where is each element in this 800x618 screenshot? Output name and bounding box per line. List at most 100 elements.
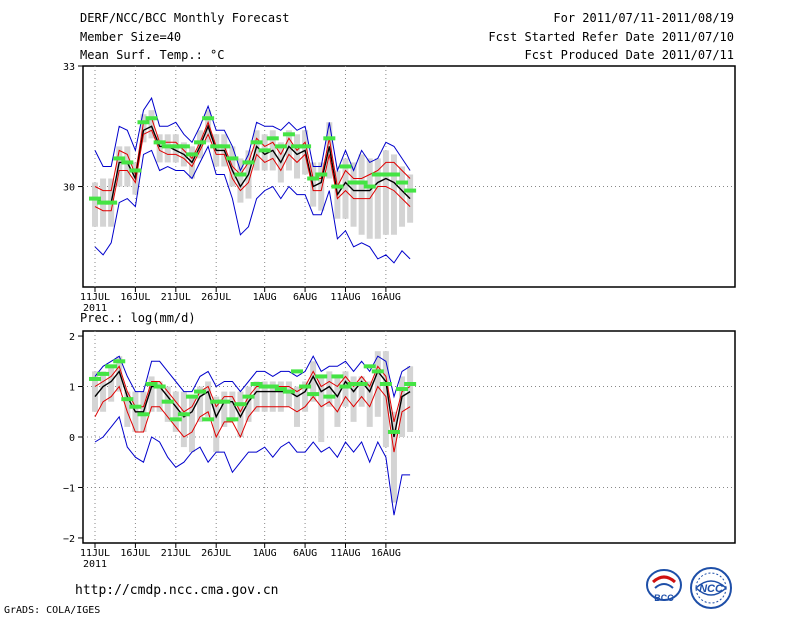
series-line-spread-lower — [94, 385, 411, 453]
spread-bar — [205, 381, 212, 417]
temperature-panel: 11JUL 16JUL 21JUL 26JUL 1AUG 6AUG 11AUG 16AUG 20… — [63, 62, 736, 314]
x-tick-label: 1AUG — [253, 548, 277, 559]
green-marker — [379, 172, 392, 177]
x-tick-label: 1AUG — [253, 292, 277, 303]
green-marker — [258, 148, 271, 153]
green-marker — [355, 180, 368, 185]
x-year-label: 2011 — [83, 303, 107, 314]
spread-bar — [172, 391, 179, 432]
spread-bar — [374, 351, 381, 417]
y-tick-label: −1 — [63, 483, 75, 494]
green-marker — [89, 196, 101, 201]
green-marker — [339, 384, 352, 389]
green-marker — [331, 374, 344, 379]
green-marker — [161, 399, 174, 404]
green-marker — [242, 394, 255, 399]
spread-bar — [285, 130, 292, 171]
spread-bar — [156, 134, 163, 163]
green-marker — [299, 384, 312, 389]
spread-bar — [358, 376, 365, 407]
spread-bar — [116, 356, 123, 392]
plot-frame — [82, 65, 736, 288]
spread-bar — [390, 154, 397, 235]
spread-bar — [100, 371, 107, 412]
spread-bar — [302, 381, 309, 412]
green-marker — [202, 417, 215, 422]
green-marker — [355, 382, 368, 386]
green-marker — [185, 394, 198, 399]
spread-bar — [92, 182, 98, 227]
series-line-ensemble-min — [94, 415, 411, 516]
series-line-ensemble-max — [94, 355, 411, 399]
spread-bar — [407, 366, 414, 432]
green-marker — [185, 152, 198, 157]
spread-bar — [116, 146, 123, 187]
spread-bar — [180, 391, 187, 448]
spread-bar — [148, 376, 155, 412]
green-marker — [379, 382, 392, 386]
spread-bar — [310, 361, 317, 402]
green-marker — [371, 172, 384, 177]
spread-bar — [294, 386, 300, 427]
green-marker — [266, 136, 279, 141]
green-marker — [169, 144, 182, 149]
green-marker — [153, 140, 166, 145]
series-line-ensemble-min — [94, 145, 411, 264]
green-marker — [202, 116, 215, 121]
green-marker — [177, 144, 190, 149]
series-line-spread-upper — [94, 117, 411, 192]
y-tick-label: 30 — [63, 183, 75, 194]
source-url[interactable]: http://cmdp.ncc.cma.gov.cn — [75, 583, 279, 598]
green-marker — [307, 176, 320, 181]
green-marker — [363, 364, 376, 369]
x-tick-label: 26JUL — [201, 292, 231, 303]
series-line-ensemble-max — [94, 96, 411, 173]
green-marker — [347, 180, 360, 185]
chart-title: DERF/NCC/BCC Monthly Forecast — [80, 11, 290, 25]
ncc-logo-text: NCC — [699, 583, 724, 595]
green-marker — [339, 164, 352, 169]
series-line-spread-upper — [94, 365, 411, 423]
green-marker — [113, 359, 126, 364]
x-tick-label: 16JUL — [120, 292, 150, 303]
spread-bar — [197, 386, 204, 422]
green-marker — [258, 384, 271, 389]
series-line-spread-lower — [94, 129, 411, 212]
green-marker — [404, 382, 417, 386]
spread-bar — [366, 381, 373, 427]
green-marker — [250, 382, 263, 386]
spread-bar — [358, 154, 365, 235]
spread-bar — [148, 110, 155, 139]
spread-bar — [390, 411, 397, 503]
x-tick-label: 11JUL — [80, 548, 110, 559]
green-marker — [137, 120, 150, 125]
green-marker — [274, 144, 287, 149]
spread-bar — [342, 158, 349, 219]
spread-bar — [277, 381, 284, 412]
green-marker — [145, 382, 158, 386]
green-marker — [194, 140, 207, 145]
x-tick-label: 11JUL — [80, 292, 110, 303]
y-tick-label: 1 — [69, 383, 75, 394]
spread-bar — [382, 150, 389, 235]
green-marker — [210, 144, 223, 149]
fcst-produced-label: Fcst Produced Date 2011/07/11 — [524, 48, 734, 62]
green-marker — [121, 397, 134, 402]
green-marker — [242, 160, 255, 165]
green-marker — [323, 136, 336, 141]
grads-credit: GrADS: COLA/IGES — [4, 605, 101, 616]
green-marker — [323, 394, 336, 399]
spread-bar — [124, 146, 131, 187]
bcc-logo: BCC — [643, 568, 685, 608]
ncc-logo: NCC — [688, 566, 734, 610]
x-tick-label: 26JUL — [201, 548, 231, 559]
green-marker — [153, 384, 166, 389]
spread-bar — [108, 366, 115, 402]
green-marker — [266, 384, 279, 389]
spread-bar — [350, 376, 357, 422]
green-marker — [387, 172, 400, 177]
green-marker — [218, 399, 231, 404]
x-tick-label: 6AUG — [293, 292, 317, 303]
spread-bar — [399, 166, 406, 227]
